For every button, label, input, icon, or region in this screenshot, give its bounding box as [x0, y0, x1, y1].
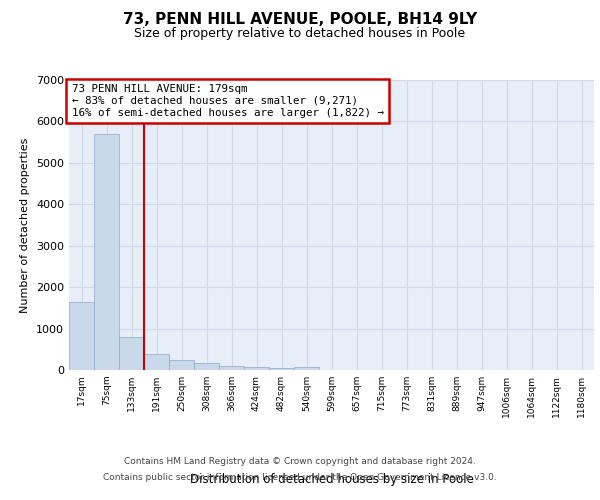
Y-axis label: Number of detached properties: Number of detached properties [20, 138, 31, 312]
Text: Contains HM Land Registry data © Crown copyright and database right 2024.: Contains HM Land Registry data © Crown c… [124, 458, 476, 466]
Bar [194, 363, 219, 370]
Text: 73 PENN HILL AVENUE: 179sqm
← 83% of detached houses are smaller (9,271)
16% of : 73 PENN HILL AVENUE: 179sqm ← 83% of det… [71, 84, 383, 117]
Bar [144, 354, 169, 370]
Bar [219, 366, 244, 370]
Bar [119, 337, 144, 370]
X-axis label: Distribution of detached houses by size in Poole: Distribution of detached houses by size … [190, 472, 473, 486]
Bar [169, 360, 194, 370]
Text: Size of property relative to detached houses in Poole: Size of property relative to detached ho… [134, 28, 466, 40]
Bar [94, 134, 119, 370]
Text: 73, PENN HILL AVENUE, POOLE, BH14 9LY: 73, PENN HILL AVENUE, POOLE, BH14 9LY [123, 12, 477, 28]
Bar [244, 367, 269, 370]
Bar [69, 302, 94, 370]
Text: Contains public sector information licensed under the Open Government Licence v3: Contains public sector information licen… [103, 472, 497, 482]
Bar [294, 367, 319, 370]
Bar [269, 368, 294, 370]
